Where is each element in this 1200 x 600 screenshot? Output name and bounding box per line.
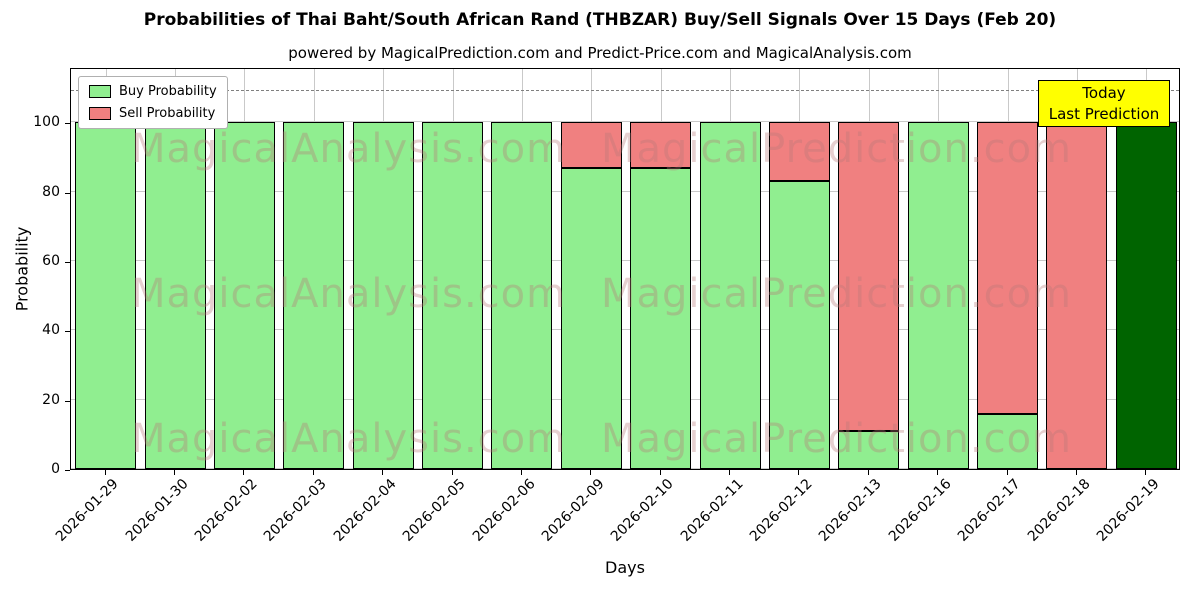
x-tick-label: 2026-02-09 xyxy=(538,476,608,545)
buy-bar-segment xyxy=(352,122,414,469)
x-tick-mark xyxy=(590,470,592,475)
sell-color-swatch xyxy=(89,107,111,120)
buy-bar-segment xyxy=(768,181,830,469)
watermark-text: MagicalPrediction.com xyxy=(601,126,1072,172)
x-tick-mark xyxy=(659,470,661,475)
legend-label-buy: Buy Probability xyxy=(119,84,217,99)
x-tick-label: 2026-02-02 xyxy=(191,476,261,545)
sell-bar-segment xyxy=(768,122,830,182)
today-annotation: Today Last Prediction xyxy=(1038,80,1170,127)
x-tick-label: 2026-02-12 xyxy=(746,476,816,545)
buy-bar-segment xyxy=(75,122,137,469)
y-tick-mark xyxy=(65,123,70,125)
hgrid-line xyxy=(71,260,1179,262)
x-tick-mark xyxy=(798,470,800,475)
x-tick-mark xyxy=(382,470,384,475)
chart-subtitle: powered by MagicalPrediction.com and Pre… xyxy=(288,44,912,62)
watermark-text: MagicalAnalysis.com xyxy=(131,416,567,462)
legend-item-sell: Sell Probability xyxy=(89,106,217,121)
buy-bar-segment xyxy=(144,122,206,469)
y-tick-mark xyxy=(65,400,70,402)
x-tick-label: 2026-02-18 xyxy=(1024,476,1094,545)
y-tick-mark xyxy=(65,470,70,471)
x-tick-label: 2026-02-04 xyxy=(330,476,400,545)
buy-bar-segment xyxy=(283,122,345,469)
x-tick-mark xyxy=(1145,470,1147,475)
buy-bar-segment xyxy=(422,122,484,469)
x-tick-mark xyxy=(1075,470,1077,475)
x-tick-label: 2026-02-05 xyxy=(400,476,469,545)
buy-color-swatch xyxy=(89,85,111,98)
buy-bar-segment xyxy=(213,122,275,469)
dashed-hline xyxy=(71,89,1179,91)
legend-label-sell: Sell Probability xyxy=(119,106,216,121)
x-tick-label: 2026-02-11 xyxy=(677,476,747,545)
buy-bar-segment xyxy=(907,122,969,469)
x-tick-label: 2026-02-16 xyxy=(885,476,955,545)
watermark-text: MagicalAnalysis.com xyxy=(131,126,567,172)
hgrid-line xyxy=(71,190,1179,192)
y-tick-label: 20 xyxy=(42,391,60,408)
x-tick-mark xyxy=(243,470,245,475)
buy-bar-segment xyxy=(560,167,622,469)
hgrid-line xyxy=(71,329,1179,331)
buy-bar-segment xyxy=(630,167,692,469)
watermark-text: MagicalAnalysis.com xyxy=(131,271,567,317)
sell-bar-segment xyxy=(630,122,692,168)
buy-bar-segment xyxy=(699,122,761,469)
hgrid-line xyxy=(71,398,1179,400)
sell-bar-segment xyxy=(977,122,1039,414)
hgrid-line xyxy=(71,468,1179,469)
x-tick-label: 2026-02-06 xyxy=(469,476,539,545)
x-tick-label: 2026-02-19 xyxy=(1093,476,1163,545)
y-tick-label: 60 xyxy=(42,253,60,270)
y-tick-mark xyxy=(65,262,70,264)
x-tick-mark xyxy=(174,470,176,475)
x-tick-mark xyxy=(451,470,453,475)
sell-bar-segment xyxy=(1046,122,1108,469)
plot-area: MagicalAnalysis.com MagicalPrediction.com… xyxy=(70,68,1180,470)
sell-bar-segment xyxy=(838,122,900,431)
x-tick-mark xyxy=(1006,470,1008,475)
y-tick-label: 80 xyxy=(42,183,60,200)
x-tick-mark xyxy=(312,470,314,475)
x-tick-label: 2026-02-10 xyxy=(608,476,678,545)
watermark-text: MagicalPrediction.com xyxy=(601,416,1072,462)
today-annotation-line1: Today xyxy=(1082,83,1126,102)
x-axis-label: Days xyxy=(605,558,645,577)
x-tick-label: 2026-01-30 xyxy=(122,476,192,545)
today-annotation-line2: Last Prediction xyxy=(1048,104,1160,123)
x-tick-mark xyxy=(867,470,869,475)
y-tick-label: 100 xyxy=(33,114,60,131)
buy-bar-segment xyxy=(977,413,1039,469)
x-tick-mark xyxy=(104,470,106,475)
x-tick-label: 2026-01-29 xyxy=(53,476,123,545)
hgrid-line xyxy=(71,121,1179,123)
x-tick-mark xyxy=(520,470,522,475)
legend-item-buy: Buy Probability xyxy=(89,84,217,99)
y-tick-mark xyxy=(65,192,70,194)
y-tick-label: 40 xyxy=(42,322,60,339)
watermark-text: MagicalPrediction.com xyxy=(601,271,1072,317)
x-tick-label: 2026-02-17 xyxy=(955,476,1024,545)
x-tick-label: 2026-02-13 xyxy=(816,476,886,545)
x-tick-label: 2026-02-03 xyxy=(261,476,331,545)
x-tick-mark xyxy=(729,470,731,475)
chart-title: Probabilities of Thai Baht/South African… xyxy=(143,10,1057,30)
y-tick-mark xyxy=(65,331,70,333)
y-tick-label: 0 xyxy=(51,461,60,477)
today-bar xyxy=(1115,122,1177,469)
buy-bar-segment xyxy=(838,430,900,469)
x-tick-mark xyxy=(937,470,939,475)
sell-bar-segment xyxy=(560,122,622,168)
legend: Buy Probability Sell Probability xyxy=(78,76,228,129)
buy-bar-segment xyxy=(491,122,553,469)
